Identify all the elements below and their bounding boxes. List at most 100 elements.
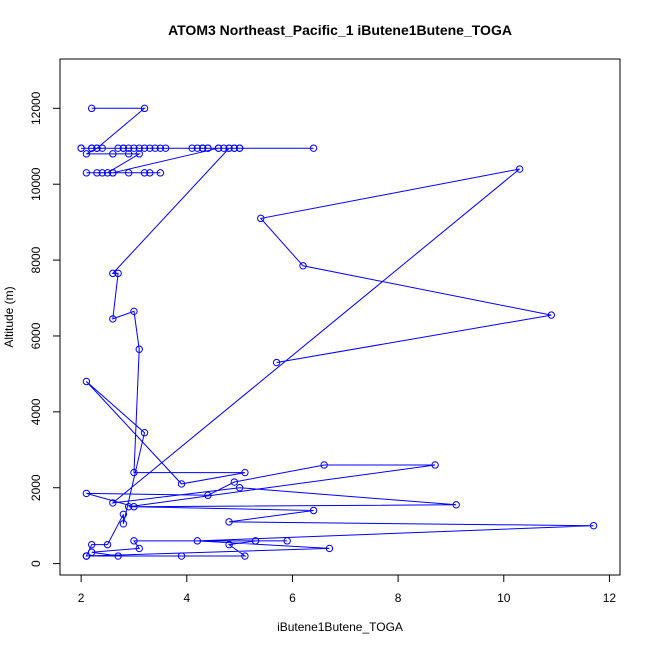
data-point	[109, 150, 117, 158]
x-tick-label: 10	[497, 591, 511, 605]
data-point	[193, 537, 202, 545]
data-point	[82, 377, 91, 386]
data-point	[82, 150, 91, 158]
y-tick-label: 12000	[29, 91, 43, 125]
data-point	[299, 262, 307, 270]
data-point	[230, 478, 239, 486]
series-group	[77, 104, 598, 560]
data-point	[140, 144, 149, 152]
data-point	[204, 491, 212, 500]
x-tick-label: 6	[289, 591, 296, 605]
data-point	[87, 540, 96, 549]
data-point	[114, 269, 122, 278]
y-tick-label: 10000	[29, 167, 43, 201]
data-point	[188, 144, 196, 152]
data-point	[283, 537, 291, 545]
data-point	[204, 144, 212, 152]
data-point	[119, 520, 128, 528]
data-point	[135, 150, 143, 158]
data-point	[82, 169, 91, 177]
y-tick-label: 4000	[29, 398, 43, 425]
y-tick-label: 0	[29, 560, 43, 567]
data-point	[225, 540, 233, 549]
y-tick-label: 6000	[29, 322, 43, 349]
data-point	[193, 144, 202, 152]
data-point	[87, 144, 96, 152]
data-point	[130, 468, 138, 477]
data-point	[235, 144, 244, 152]
data-point	[230, 144, 239, 152]
data-point	[220, 144, 228, 152]
data-point	[241, 468, 249, 477]
x-axis: 2 4 6 8 10 12	[78, 574, 617, 605]
data-point	[114, 552, 122, 560]
x-tick-label: 12	[603, 591, 617, 605]
data-point	[119, 510, 128, 518]
data-point	[98, 169, 106, 177]
data-point	[515, 165, 524, 173]
data-point	[130, 144, 138, 152]
data-point	[140, 429, 149, 437]
data-point	[130, 503, 138, 511]
data-point	[251, 537, 260, 545]
data-point	[547, 311, 556, 319]
data-point	[87, 104, 96, 113]
data-point	[124, 503, 133, 511]
data-point	[257, 214, 265, 223]
y-tick-label: 2000	[29, 474, 43, 501]
data-point	[320, 461, 328, 469]
data-point	[325, 544, 334, 553]
data-point	[225, 144, 233, 152]
data-point	[177, 480, 186, 488]
data-point	[431, 461, 439, 469]
data-point	[241, 552, 249, 560]
data-point	[177, 552, 186, 560]
data-point	[146, 169, 154, 177]
y-tick-label: 8000	[29, 246, 43, 273]
x-tick-label: 4	[183, 591, 190, 605]
data-point	[225, 518, 233, 526]
data-point	[272, 358, 281, 367]
chart-title: ATOM3 Northeast_Pacific_1 iButene1Butene…	[168, 22, 512, 38]
data-point	[146, 144, 154, 152]
data-point	[103, 169, 112, 177]
data-point	[130, 307, 138, 316]
data-point	[93, 169, 101, 177]
data-point	[124, 169, 133, 177]
data-point	[130, 537, 138, 545]
y-axis: 0 2000 4000 6000 8000 10000 12000	[29, 91, 61, 567]
data-point	[309, 506, 318, 515]
data-point	[156, 144, 165, 152]
data-point	[98, 144, 106, 152]
data-point	[135, 345, 143, 353]
data-point	[214, 144, 223, 152]
data-point	[77, 144, 85, 152]
data-point	[124, 144, 133, 152]
x-axis-label: iButene1Butene_TOGA	[277, 620, 403, 634]
data-point	[140, 104, 149, 113]
data-point	[109, 315, 117, 323]
data-point	[452, 501, 460, 509]
data-point	[103, 540, 112, 549]
x-tick-label: 2	[78, 591, 85, 605]
data-point	[109, 269, 117, 278]
data-point	[156, 169, 165, 177]
data-point	[114, 144, 122, 152]
data-point	[135, 144, 143, 152]
data-point	[198, 144, 207, 152]
data-point	[140, 169, 149, 177]
data-point	[119, 144, 128, 152]
data-point	[235, 484, 244, 492]
x-tick-label: 8	[395, 591, 402, 605]
data-point	[109, 499, 117, 507]
data-point	[82, 489, 91, 498]
data-point	[124, 150, 133, 158]
y-axis-label: Altitude (m)	[2, 286, 16, 347]
data-point	[161, 144, 170, 152]
data-point	[151, 144, 159, 152]
data-point	[135, 544, 143, 553]
data-point	[82, 552, 91, 560]
data-point	[109, 169, 117, 177]
data-point	[309, 144, 318, 152]
